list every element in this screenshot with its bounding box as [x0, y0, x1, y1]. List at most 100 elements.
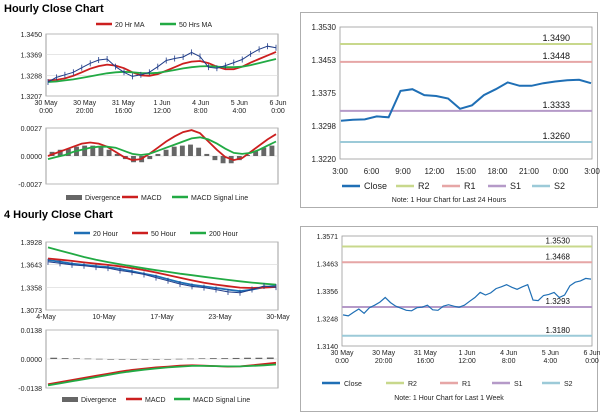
x-tick-label: 4 Jun 8:00 — [192, 100, 209, 115]
x-tick-label: 4-May — [36, 314, 56, 321]
series-line-price — [47, 45, 277, 83]
x-tick-label: 1 Jun 12:00 — [458, 350, 476, 365]
x-tick-label: 4 Jun 8:00 — [500, 350, 517, 365]
x-tick-label: 5 Jun 4:00 — [542, 350, 559, 365]
legend-label: MACD — [141, 195, 162, 202]
legend-label: S2 — [564, 381, 573, 388]
y-tick-label: 1.3530 — [312, 23, 337, 32]
legend-label: R1 — [462, 381, 471, 388]
y-tick-label: 1.3298 — [312, 122, 337, 131]
legend-label: R2 — [418, 181, 430, 191]
plot-area — [45, 241, 279, 311]
x-tick-label: 3:00 — [584, 167, 600, 176]
legend-label: S1 — [514, 381, 523, 388]
y-tick-label: 0.0000 — [21, 154, 43, 161]
x-tick-label: 30 May 0:00 — [35, 100, 58, 115]
divergence-bar — [114, 153, 120, 156]
y-tick-label: 1.3453 — [312, 56, 337, 65]
four-hourly-price-chart: 1.3928 1.3643 1.3358 1.3073 20 Hour 50 Hour 20… — [21, 231, 291, 321]
x-tick-label: 30 May 20:00 — [372, 350, 395, 365]
level-label-r2: 1.3490 — [542, 33, 570, 43]
x-tick-label: 30-May — [266, 314, 290, 321]
plot-area — [45, 33, 279, 97]
divergence-bar — [266, 357, 274, 359]
x-tick-label: 31 May 16:00 — [112, 100, 135, 115]
legend-label: 50 Hrs MA — [179, 22, 212, 29]
legend-swatch — [62, 397, 78, 402]
y-tick-label: -0.0138 — [18, 386, 42, 393]
x-tick-label: 18:00 — [487, 167, 508, 176]
y-tick-label: 1.3220 — [312, 155, 337, 164]
x-tick-label: 0:00 — [553, 167, 569, 176]
divergence-bar — [188, 144, 193, 156]
divergence-bar — [196, 147, 202, 156]
legend-label: 50 Hour — [151, 231, 177, 238]
divergence-bar — [209, 358, 217, 359]
legend-swatch — [66, 195, 82, 200]
y-tick-label: -0.0027 — [18, 182, 42, 189]
x-tick-label: 6 Jun 0:00 — [269, 100, 286, 115]
hourly-section-title: Hourly Close Chart — [4, 3, 104, 15]
y-tick-label: 1.3358 — [21, 285, 43, 292]
divergence-bar — [269, 145, 275, 156]
divergence-bar — [90, 145, 96, 156]
y-tick-label: 1.3375 — [312, 89, 337, 98]
series-line-close — [340, 78, 592, 122]
legend-label: Divergence — [85, 195, 121, 202]
x-tick-label: 15:00 — [456, 167, 477, 176]
y-tick-label: 1.3207 — [21, 94, 43, 101]
divergence-bar — [164, 359, 172, 360]
plot-area — [339, 26, 593, 160]
y-tick-label: 0.0027 — [21, 126, 43, 133]
legend-label: 200 Hour — [209, 231, 238, 238]
level-label-s2: 1.3260 — [542, 131, 570, 141]
divergence-bar — [65, 148, 71, 156]
divergence-bar — [152, 359, 160, 360]
legend-label: Close — [364, 181, 387, 191]
series-line-macd — [47, 129, 277, 162]
divergence-bar — [118, 359, 126, 360]
level-label-r2: 1.3530 — [546, 236, 571, 245]
x-tick-label: 17-May — [150, 314, 174, 321]
level-label-s1: 1.3333 — [542, 100, 570, 110]
series-line-macd-signal-line — [47, 363, 277, 387]
series-line-200-hour — [47, 246, 277, 286]
y-tick-label: 1.3073 — [21, 308, 43, 315]
plot-area — [341, 235, 593, 347]
legend-label: R1 — [464, 181, 476, 191]
x-tick-label: 31 May 16:00 — [414, 350, 437, 365]
y-tick-label: 1.3369 — [21, 53, 43, 60]
y-tick-label: 0.0138 — [21, 328, 43, 335]
y-tick-label: 1.3288 — [21, 73, 43, 80]
divergence-bar — [255, 357, 263, 359]
divergence-bar — [98, 146, 104, 156]
legend-label: 20 Hour — [93, 231, 119, 238]
legend-label: MACD Signal Line — [191, 195, 248, 202]
level-label-r1: 1.3468 — [546, 252, 571, 261]
divergence-bar — [232, 357, 240, 359]
legend-label: R2 — [408, 381, 417, 388]
x-tick-label: 3:00 — [332, 167, 348, 176]
four-hourly-section-title: 4 Hourly Close Chart — [4, 209, 113, 221]
x-tick-label: 30 May 0:00 — [331, 350, 354, 365]
four-hourly-macd-chart: 0.0138 0.0000 -0.0138 Divergence MACD MACD Si… — [18, 328, 279, 404]
divergence-bar — [61, 358, 69, 359]
divergence-bar — [84, 358, 92, 360]
x-tick-label: 6:00 — [364, 167, 380, 176]
divergence-bar — [141, 359, 149, 360]
series-line-close — [342, 277, 592, 317]
divergence-bar — [155, 153, 161, 156]
legend-label: Divergence — [81, 397, 117, 404]
divergence-bar — [175, 358, 183, 360]
divergence-bar — [198, 358, 206, 359]
chart-note: Note: 1 Hour Chart for Last 1 Week — [394, 395, 504, 402]
series-line-50-hour — [47, 257, 277, 289]
divergence-bar — [204, 153, 210, 156]
divergence-bar — [212, 156, 218, 161]
divergence-bar — [244, 357, 251, 359]
divergence-bar — [220, 156, 226, 164]
divergence-bar — [187, 358, 194, 360]
hourly-price-chart: 1.3450 1.3369 1.3288 1.3207 20 Hr MA 50 Hrs M… — [21, 22, 287, 115]
divergence-bar — [171, 146, 177, 156]
divergence-bar — [82, 145, 88, 156]
